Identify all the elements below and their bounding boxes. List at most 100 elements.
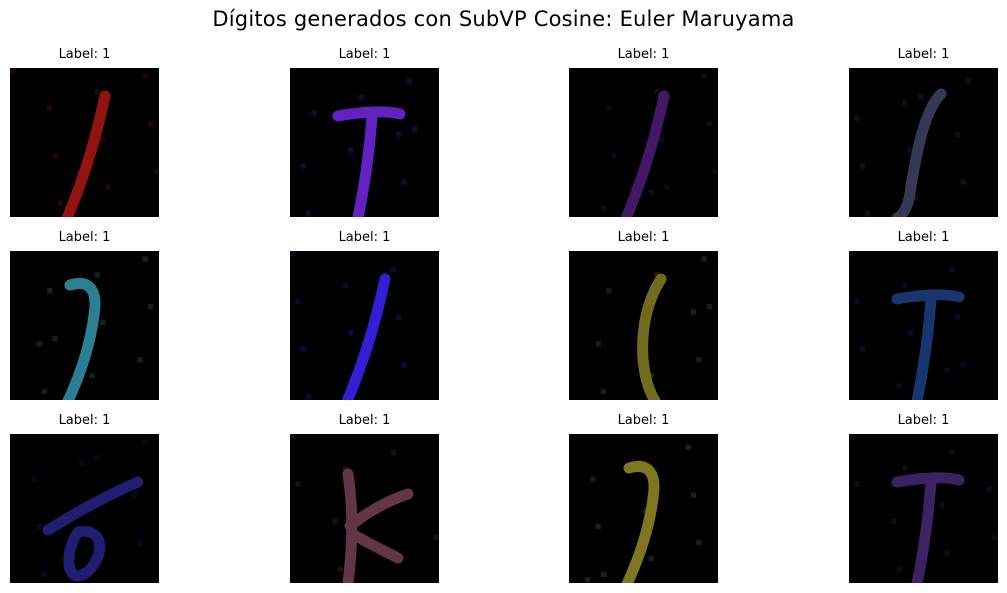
noise-pixel [10, 68, 16, 74]
noise-pixel [690, 309, 697, 315]
digit-panel: Label: 1 [849, 47, 998, 217]
noise-pixel [949, 266, 955, 273]
noise-pixel [401, 362, 407, 368]
image-background [10, 251, 159, 400]
noise-pixel [295, 481, 301, 487]
noise-pixel [960, 179, 966, 185]
noise-pixel [600, 571, 607, 578]
noise-pixel [965, 78, 971, 84]
digit-panel: Label: 1 [290, 413, 439, 583]
generated-digit-image [569, 434, 718, 583]
noise-pixel [960, 362, 966, 368]
generated-digit-image [569, 251, 718, 400]
digit-panel: Label: 1 [10, 47, 159, 217]
digit-stroke [621, 90, 670, 217]
noise-pixel [390, 449, 396, 456]
noise-pixel [305, 394, 312, 400]
noise-pixel [78, 460, 85, 466]
digit-stroke [891, 472, 965, 583]
noise-pixel [52, 335, 58, 342]
noise-pixel [584, 577, 591, 583]
image-background [290, 251, 439, 400]
noise-pixel [142, 256, 148, 262]
noise-pixel [401, 179, 407, 185]
noise-pixel [100, 136, 106, 143]
generated-digit-image [849, 68, 998, 217]
noise-pixel [147, 304, 154, 310]
noise-pixel [685, 444, 691, 450]
noise-pixel [595, 341, 601, 347]
noise-pixel [917, 94, 924, 100]
generated-digit-image [290, 68, 439, 217]
generated-digit-image [849, 434, 998, 583]
noise-pixel [696, 357, 702, 363]
noise-pixel [94, 455, 101, 461]
noise-pixel [690, 492, 697, 498]
noise-pixel [955, 314, 961, 320]
noise-pixel [912, 195, 918, 201]
noise-pixel [955, 131, 961, 137]
noise-pixel [137, 357, 143, 363]
noise-pixel [606, 105, 612, 111]
digit-stroke [891, 88, 947, 217]
noise-pixel [701, 73, 707, 79]
noise-pixel [891, 518, 897, 525]
generated-digit-image [10, 434, 159, 583]
image-background [569, 68, 718, 217]
noise-pixel [595, 524, 601, 530]
noise-pixel [706, 121, 713, 127]
noise-pixel [902, 465, 908, 472]
noise-pixel [31, 476, 37, 482]
noise-pixel [859, 346, 865, 352]
noise-pixel [606, 288, 612, 294]
noise-pixel [290, 251, 296, 257]
noise-pixel [47, 105, 53, 111]
noise-pixel [433, 534, 439, 540]
noise-pixel [859, 163, 865, 169]
generated-digit-image [569, 68, 718, 217]
noise-pixel [137, 540, 143, 546]
noise-pixel [305, 211, 312, 217]
noise-pixel [902, 282, 908, 289]
noise-pixel [854, 481, 860, 487]
noise-pixel [406, 78, 412, 84]
noise-pixel [701, 256, 707, 262]
panel-label: Label: 1 [617, 47, 670, 62]
noise-pixel [390, 266, 396, 273]
digit-stroke [62, 90, 111, 217]
noise-pixel [52, 152, 58, 159]
noise-pixel [300, 346, 306, 352]
noise-pixel [864, 211, 871, 217]
noise-pixel [854, 298, 860, 304]
panel-label: Label: 1 [897, 47, 950, 62]
panel-label: Label: 1 [617, 413, 670, 428]
noise-pixel [94, 89, 101, 95]
noise-pixel [147, 121, 154, 127]
digit-panel: Label: 1 [290, 47, 439, 217]
panel-label: Label: 1 [58, 47, 111, 62]
digit-stroke [621, 461, 660, 583]
digit-panel: Label: 1 [569, 230, 718, 400]
noise-pixel [153, 168, 159, 174]
noise-pixel [396, 314, 402, 320]
noise-pixel [590, 476, 596, 482]
panel-label: Label: 1 [338, 47, 391, 62]
noise-pixel [142, 439, 148, 445]
noise-pixel [648, 189, 654, 196]
digit-stroke [42, 476, 144, 582]
noise-pixel [332, 518, 338, 525]
noise-pixel [100, 319, 106, 326]
digit-panel: Label: 1 [849, 230, 998, 400]
noise-pixel [896, 566, 902, 572]
digit-panel: Label: 1 [569, 47, 718, 217]
noise-pixel [142, 73, 148, 79]
noise-pixel [939, 502, 945, 509]
noise-pixel [337, 566, 343, 572]
digit-stroke [891, 289, 965, 400]
digit-stroke [342, 468, 414, 583]
digit-stroke [332, 106, 406, 217]
noise-pixel [36, 341, 42, 347]
noise-pixel [706, 304, 713, 310]
noise-pixel [849, 251, 855, 257]
noise-pixel [105, 184, 111, 190]
